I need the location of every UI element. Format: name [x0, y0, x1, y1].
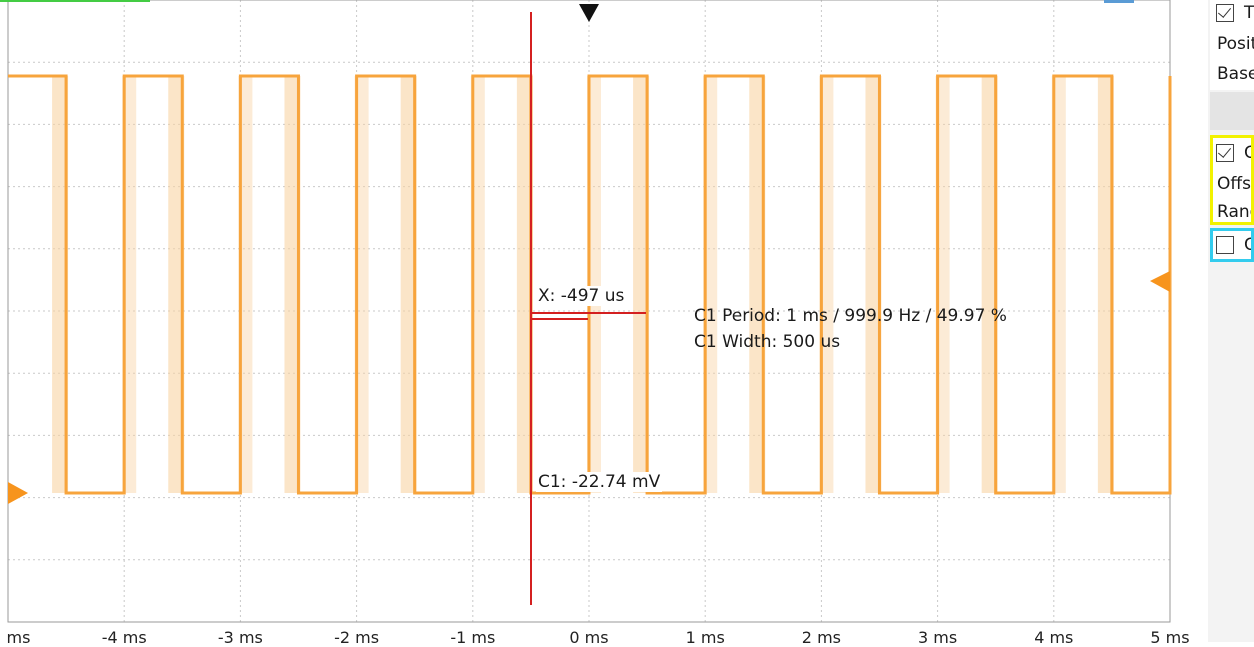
- persistence-band: [981, 76, 998, 493]
- top-indicator-bar: [1104, 0, 1134, 3]
- square-wave: [8, 74, 1172, 495]
- time-panel-title: T: [1244, 3, 1254, 23]
- cursor-x-readout: X: -497 us: [536, 286, 627, 306]
- time-tick-label: 3 ms: [918, 628, 958, 647]
- time-tick-label: 5 ms: [1150, 628, 1190, 647]
- persistence-band: [865, 76, 882, 493]
- width-measurement: C1 Width: 500 us: [694, 332, 841, 352]
- channel-2-title: C: [1244, 235, 1251, 255]
- position-label: Posit: [1217, 34, 1254, 54]
- time-tick-label: -2 ms: [334, 628, 380, 647]
- side-panel: T Posit Base C Offs Rang C: [1208, 0, 1254, 642]
- time-tick-label: -5 ms: [0, 628, 31, 647]
- time-tick-label: -3 ms: [217, 628, 263, 647]
- channel-1-checkbox[interactable]: [1216, 144, 1234, 162]
- base-label: Base: [1217, 64, 1254, 84]
- persistence-band: [284, 76, 301, 493]
- time-panel-checkbox[interactable]: [1216, 4, 1234, 22]
- time-tick-label: 4 ms: [1034, 628, 1074, 647]
- oscilloscope-view[interactable]: -5 ms -4 ms -3 ms -2 ms -1 ms 0 ms 1 ms 2 ms 3 m…: [0, 0, 1210, 646]
- channel-2-panel: C: [1210, 228, 1254, 262]
- persistence-band: [400, 76, 417, 493]
- persistence-band: [1097, 76, 1114, 493]
- channel-1-trace: [8, 74, 1172, 495]
- channel-1-panel: C Offs Rang: [1210, 135, 1254, 225]
- trigger-position-icon[interactable]: [579, 4, 599, 22]
- trigger-level-icon[interactable]: [1150, 271, 1170, 292]
- persistence-band: [633, 76, 650, 493]
- panel-divider-bar[interactable]: [1210, 92, 1254, 130]
- offset-label: Offs: [1217, 174, 1251, 194]
- trace-persistence: [52, 76, 1114, 493]
- range-label: Rang: [1217, 202, 1251, 222]
- channel-1-title: C: [1244, 143, 1251, 163]
- cursor-y-readout: C1: -22.74 mV: [536, 472, 663, 492]
- channel-1-offset-icon[interactable]: [8, 482, 28, 504]
- time-tick-label: 1 ms: [685, 628, 725, 647]
- period-measurement: C1 Period: 1 ms / 999.9 Hz / 49.97 %: [694, 306, 1007, 326]
- markers[interactable]: [0, 0, 1170, 504]
- waveform-plot[interactable]: [0, 0, 1210, 642]
- channel-2-checkbox[interactable]: [1216, 236, 1234, 254]
- time-tick-label: -4 ms: [101, 628, 147, 647]
- time-tick-label: 0 ms: [569, 628, 609, 647]
- cursors[interactable]: [530, 12, 646, 605]
- top-indicator-bar: [0, 0, 150, 2]
- persistence-band: [168, 76, 185, 493]
- persistence-band: [749, 76, 766, 493]
- persistence-band: [52, 76, 69, 493]
- time-panel: T Posit Base: [1210, 0, 1254, 90]
- persistence-band: [516, 76, 533, 493]
- time-tick-label: -1 ms: [450, 628, 496, 647]
- time-tick-label: 2 ms: [801, 628, 841, 647]
